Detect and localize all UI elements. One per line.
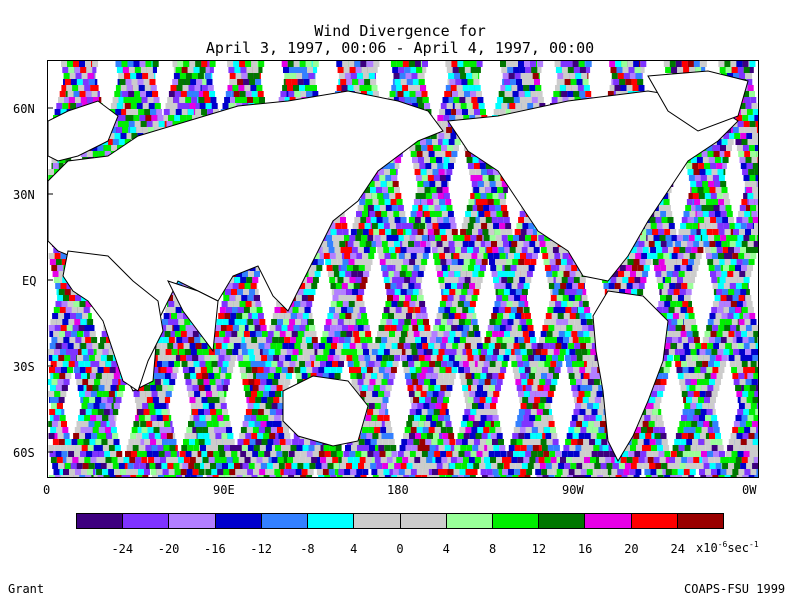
colorbar-tick-label: 4 bbox=[350, 542, 358, 556]
colorbar-tick-label: -8 bbox=[300, 542, 315, 556]
land-masses bbox=[48, 70, 749, 463]
lon-label-0: 0 bbox=[43, 483, 51, 497]
colorbar-swatch bbox=[585, 514, 632, 528]
colorbar-swatch bbox=[400, 514, 447, 528]
colorbar-tick-label: -12 bbox=[250, 542, 272, 556]
lat-label-30s: 30S bbox=[13, 360, 35, 374]
lat-label-30n: 30N bbox=[13, 188, 35, 202]
colorbar-tick-label: 0 bbox=[396, 542, 404, 556]
colorbar-swatch bbox=[677, 514, 724, 528]
lon-label-0w: 0W bbox=[742, 483, 757, 497]
map-title-line2: April 3, 1997, 00:06 - April 4, 1997, 00… bbox=[205, 39, 595, 57]
lon-label-180: 180 bbox=[387, 483, 409, 497]
map-title-line1: Wind Divergence for bbox=[314, 22, 486, 40]
colorbar-tick-label: 16 bbox=[577, 542, 593, 556]
colorbar-swatch bbox=[123, 514, 170, 528]
colorbar-swatch bbox=[77, 514, 124, 528]
colorbar-swatch bbox=[215, 514, 262, 528]
colorbar-swatch bbox=[446, 514, 493, 528]
arabia-india-landmass bbox=[167, 280, 219, 353]
colorbar-tick-label: 20 bbox=[624, 542, 639, 556]
colorbar-tick-label: 4 bbox=[442, 542, 450, 556]
greenland-landmass bbox=[647, 70, 749, 132]
footer-author: Grant bbox=[8, 582, 45, 596]
lat-label-60s: 60S bbox=[13, 446, 35, 460]
colorbar-units: x10-6sec-1 bbox=[696, 540, 759, 555]
colorbar-swatch bbox=[539, 514, 586, 528]
colorbar-swatch bbox=[169, 514, 216, 528]
lon-label-90e: 90E bbox=[213, 483, 235, 497]
africa-landmass bbox=[62, 250, 164, 392]
uk-scandinavia-landmass bbox=[48, 100, 119, 162]
south-america-landmass bbox=[592, 290, 669, 463]
colorbar-tick-label: 24 bbox=[670, 542, 685, 556]
lon-label-90w: 90W bbox=[562, 483, 584, 497]
lat-label-60n: 60N bbox=[13, 102, 35, 116]
colorbar-swatch bbox=[631, 514, 678, 528]
colorbar-swatch bbox=[492, 514, 540, 528]
colorbar-tick-label: -16 bbox=[204, 542, 226, 556]
lat-label-eq: EQ bbox=[22, 274, 37, 288]
colorbar-swatch bbox=[354, 514, 401, 528]
colorbar-tick-label: 12 bbox=[531, 542, 547, 556]
colorbar-tick-label: 8 bbox=[488, 542, 497, 556]
divergence-map bbox=[48, 61, 758, 477]
north-america-landmass bbox=[447, 90, 739, 282]
colorbar bbox=[76, 513, 724, 529]
map-frame bbox=[47, 60, 759, 478]
colorbar-tick-label: -20 bbox=[157, 542, 180, 556]
colorbar-swatch bbox=[308, 514, 355, 528]
colorbar-tick-label: -24 bbox=[111, 542, 134, 556]
footer-credit: COAPS-FSU 1999 bbox=[684, 582, 786, 596]
australia-landmass bbox=[282, 375, 369, 447]
colorbar-swatch bbox=[261, 514, 309, 528]
